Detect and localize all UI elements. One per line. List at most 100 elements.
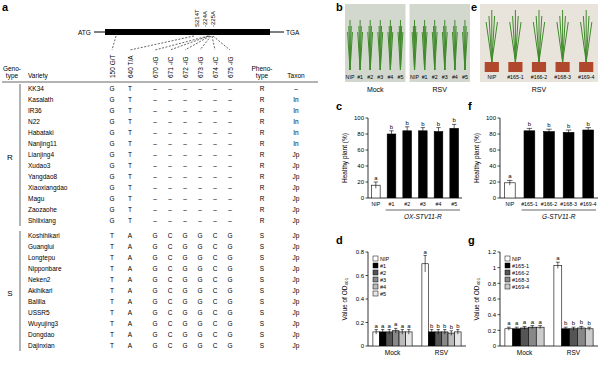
tick-label: 1.2: [488, 249, 497, 255]
column-header: Variety: [28, 72, 48, 80]
cell: C: [168, 298, 173, 305]
cell: G: [152, 232, 157, 239]
category-label: Mock: [385, 349, 401, 356]
cell: –: [168, 85, 172, 92]
group-bracket: [20, 231, 21, 351]
bar: [434, 132, 443, 198]
error-bar: [564, 327, 568, 330]
cell: –: [213, 217, 217, 224]
plant: [350, 32, 352, 70]
x-axis: [368, 198, 462, 199]
legend-label: #5: [380, 291, 386, 297]
error-bar: [436, 128, 440, 136]
plant: [563, 22, 569, 62]
cell: Jp: [293, 298, 300, 306]
cell: G: [197, 298, 202, 305]
plant: [586, 22, 592, 62]
tick-label: 0: [361, 195, 365, 201]
pot: [556, 62, 570, 72]
pot: [579, 62, 593, 72]
cell: G: [227, 342, 232, 349]
cell: Shilixiang: [28, 217, 56, 225]
cell: –: [198, 173, 202, 180]
significance-letter: a: [556, 255, 560, 261]
panel-label: f: [468, 100, 472, 112]
error-bar: [374, 182, 378, 188]
significance-letter: b: [580, 319, 584, 325]
genotype: R: [7, 153, 13, 162]
cell: R: [260, 151, 265, 158]
error-bar: [530, 326, 534, 329]
significance-letter: b: [588, 320, 592, 326]
cell: –: [198, 140, 202, 147]
tick-label: 0.6: [488, 296, 497, 302]
cell: –: [153, 195, 157, 202]
cell: A: [128, 232, 133, 239]
cell: Kasalath: [28, 96, 54, 103]
cell: –: [198, 129, 202, 136]
bar: [513, 329, 521, 346]
cell: R: [260, 140, 265, 147]
cell: T: [128, 162, 132, 169]
cell: –: [213, 206, 217, 213]
cell: G: [197, 265, 202, 272]
cell: A: [128, 265, 133, 272]
cell: T: [110, 265, 114, 272]
plant-label: NIP: [410, 74, 419, 80]
cell: Jp: [293, 195, 300, 203]
cell: –: [153, 85, 157, 92]
legend-label: #165-1: [512, 263, 529, 269]
cell: Jp: [293, 162, 300, 170]
cell: Jp: [293, 151, 300, 159]
significance-letter: a: [507, 320, 511, 326]
tick-label: 1: [493, 265, 497, 271]
cell: –: [183, 162, 187, 169]
site-label: -224A: [202, 11, 208, 27]
site-label: S214T: [194, 9, 200, 27]
cell: A: [128, 298, 133, 305]
cell: A: [128, 320, 133, 327]
cell: G: [182, 243, 187, 250]
cell: Jp: [293, 265, 300, 273]
cell: Jp: [293, 342, 300, 350]
cell: G: [182, 331, 187, 338]
cell: –: [168, 173, 172, 180]
significance-letter: a: [401, 323, 405, 329]
cell: Neken2: [28, 276, 51, 283]
legend-label: #1: [380, 263, 386, 269]
significance-letter: b: [456, 323, 460, 329]
cell: –: [168, 184, 172, 191]
cell: Xiaoxiangdao: [28, 184, 68, 192]
cell: T: [110, 232, 114, 239]
cell: G: [152, 265, 157, 272]
site-label: -225A: [210, 11, 216, 27]
cell: –: [183, 129, 187, 136]
cell: –: [213, 118, 217, 125]
cell: G: [182, 342, 187, 349]
plant: [380, 32, 382, 70]
cell: –: [213, 195, 217, 202]
plant: [390, 32, 392, 70]
cell: –: [228, 85, 232, 92]
panel-label: b: [336, 1, 343, 13]
cell: G: [109, 162, 114, 169]
cell: G: [109, 217, 114, 224]
plant-label: #166-2: [531, 74, 548, 80]
cell: T: [110, 331, 114, 338]
photo-label: Mock: [367, 86, 384, 93]
cell: Jp: [293, 217, 300, 225]
tick-label: 20: [489, 179, 496, 185]
tick-label: 100: [486, 115, 497, 121]
column-header: Pheno-: [252, 65, 273, 72]
tick-label: 0.4: [488, 312, 497, 318]
tick-label: 0: [361, 343, 365, 349]
column-header: type: [256, 72, 269, 80]
legend-swatch: [373, 270, 378, 275]
cell: –: [198, 195, 202, 202]
cell: Lianjing4: [28, 151, 54, 159]
cell: G: [152, 276, 157, 283]
cell: –: [168, 217, 172, 224]
cell: Yangdao8: [28, 173, 58, 181]
cell: –: [198, 151, 202, 158]
pot: [508, 62, 522, 72]
